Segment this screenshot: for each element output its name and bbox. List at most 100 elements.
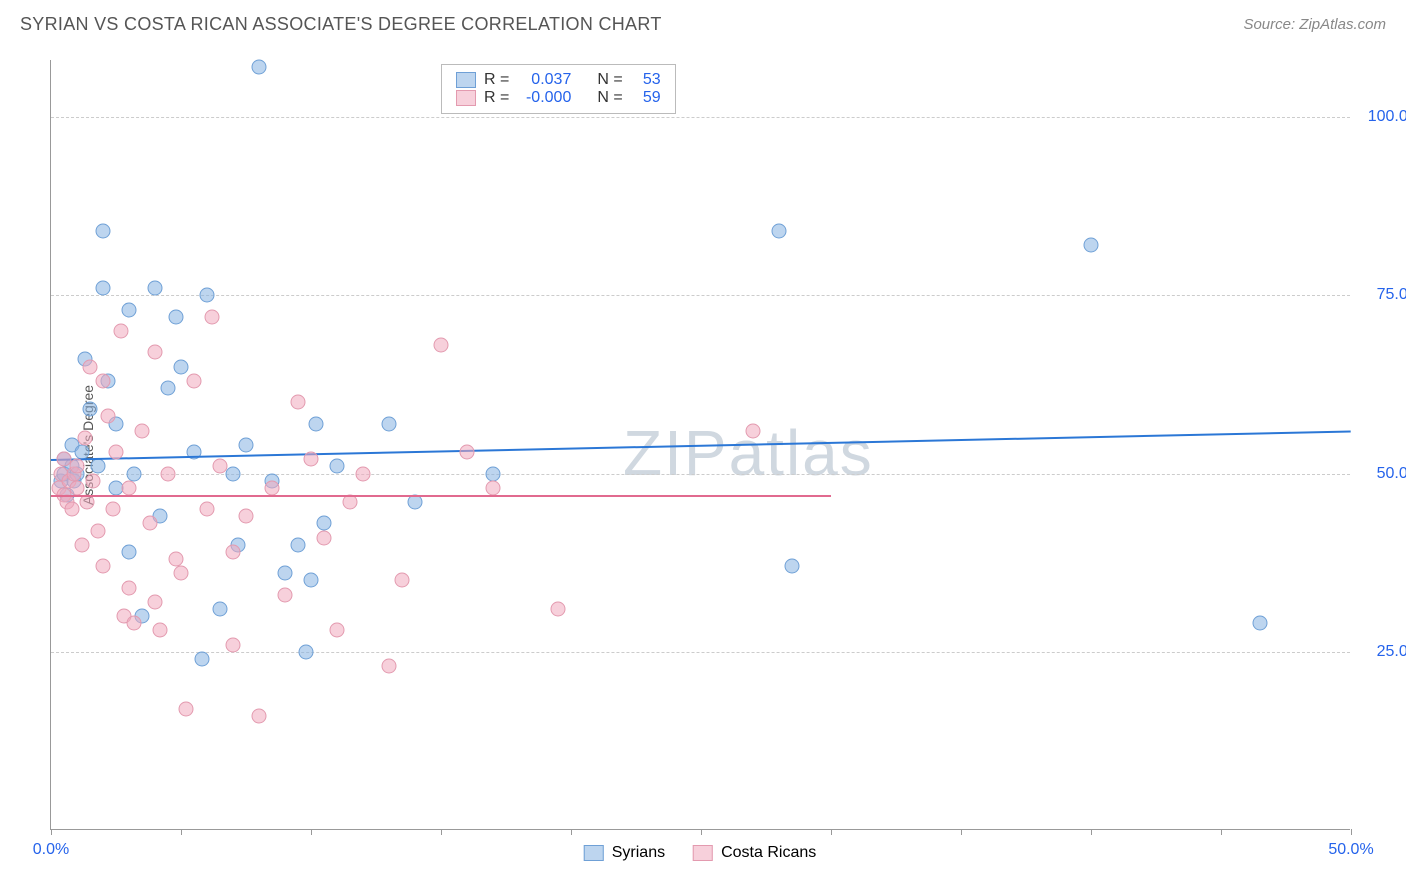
data-point <box>109 445 124 460</box>
data-point <box>114 323 129 338</box>
data-point <box>434 338 449 353</box>
plot-area: ZIPatlas R =0.037N =53R =-0.000N =59 25.… <box>50 60 1350 830</box>
data-point <box>83 402 98 417</box>
data-point <box>226 466 241 481</box>
data-point <box>1253 616 1268 631</box>
data-point <box>200 288 215 303</box>
xtick <box>441 829 442 835</box>
data-point <box>200 502 215 517</box>
data-point <box>148 594 163 609</box>
data-point <box>106 502 121 517</box>
xtick <box>831 829 832 835</box>
data-point <box>153 623 168 638</box>
data-point <box>148 281 163 296</box>
data-point <box>161 380 176 395</box>
data-point <box>382 416 397 431</box>
data-point <box>213 601 228 616</box>
gridline <box>51 117 1350 118</box>
chart-title: SYRIAN VS COSTA RICAN ASSOCIATE'S DEGREE… <box>20 14 662 35</box>
xtick <box>51 829 52 835</box>
data-point <box>135 423 150 438</box>
data-point <box>194 651 209 666</box>
xtick <box>1091 829 1092 835</box>
data-point <box>96 559 111 574</box>
data-point <box>226 544 241 559</box>
xtick <box>1351 829 1352 835</box>
data-point <box>460 445 475 460</box>
xtick <box>311 829 312 835</box>
data-point <box>298 644 313 659</box>
data-point <box>127 466 142 481</box>
data-point <box>96 224 111 239</box>
data-point <box>83 359 98 374</box>
data-point <box>239 438 254 453</box>
data-point <box>187 373 202 388</box>
bottom-legend: Syrians Costa Ricans <box>584 844 817 862</box>
data-point <box>239 509 254 524</box>
ytick-label: 25.0% <box>1358 643 1406 661</box>
data-point <box>122 580 137 595</box>
data-point <box>70 459 85 474</box>
data-point <box>746 423 761 438</box>
data-point <box>122 480 137 495</box>
data-point <box>161 466 176 481</box>
data-point <box>304 452 319 467</box>
data-point <box>486 480 501 495</box>
source-label: Source: ZipAtlas.com <box>1243 16 1386 33</box>
data-point <box>252 708 267 723</box>
bottom-legend-item: Syrians <box>584 844 665 862</box>
xtick <box>961 829 962 835</box>
data-point <box>291 537 306 552</box>
data-point <box>213 459 228 474</box>
data-point <box>226 637 241 652</box>
data-point <box>356 466 371 481</box>
data-point <box>1084 238 1099 253</box>
bottom-legend-item: Costa Ricans <box>693 844 816 862</box>
legend-series-label: Costa Ricans <box>721 844 816 862</box>
data-point <box>96 281 111 296</box>
legend-stats-box: R =0.037N =53R =-0.000N =59 <box>441 64 676 114</box>
xtick <box>181 829 182 835</box>
data-point <box>382 659 397 674</box>
ytick-label: 100.0% <box>1358 108 1406 126</box>
legend-stat-row: R =-0.000N =59 <box>456 89 661 107</box>
data-point <box>486 466 501 481</box>
xtick <box>571 829 572 835</box>
data-point <box>265 480 280 495</box>
data-point <box>85 473 100 488</box>
ytick-label: 75.0% <box>1358 286 1406 304</box>
data-point <box>90 459 105 474</box>
legend-swatch <box>584 845 604 861</box>
legend-series-label: Syrians <box>612 844 665 862</box>
data-point <box>168 309 183 324</box>
data-point <box>64 502 79 517</box>
data-point <box>205 309 220 324</box>
data-point <box>785 559 800 574</box>
data-point <box>90 523 105 538</box>
xtick-label: 50.0% <box>1328 841 1373 859</box>
gridline <box>51 474 1350 475</box>
chart-container: Associate's Degree ZIPatlas R =0.037N =5… <box>50 60 1350 830</box>
data-point <box>148 345 163 360</box>
legend-swatch <box>456 90 476 106</box>
data-point <box>168 552 183 567</box>
gridline <box>51 295 1350 296</box>
data-point <box>174 359 189 374</box>
data-point <box>174 566 189 581</box>
data-point <box>551 601 566 616</box>
trend-line <box>51 495 831 497</box>
data-point <box>96 373 111 388</box>
data-point <box>330 623 345 638</box>
data-point <box>252 60 267 75</box>
ytick-label: 50.0% <box>1358 465 1406 483</box>
data-point <box>317 530 332 545</box>
data-point <box>309 416 324 431</box>
data-point <box>278 566 293 581</box>
data-point <box>122 544 137 559</box>
xtick <box>701 829 702 835</box>
legend-swatch <box>693 845 713 861</box>
data-point <box>317 516 332 531</box>
legend-swatch <box>456 72 476 88</box>
data-point <box>304 573 319 588</box>
data-point <box>330 459 345 474</box>
